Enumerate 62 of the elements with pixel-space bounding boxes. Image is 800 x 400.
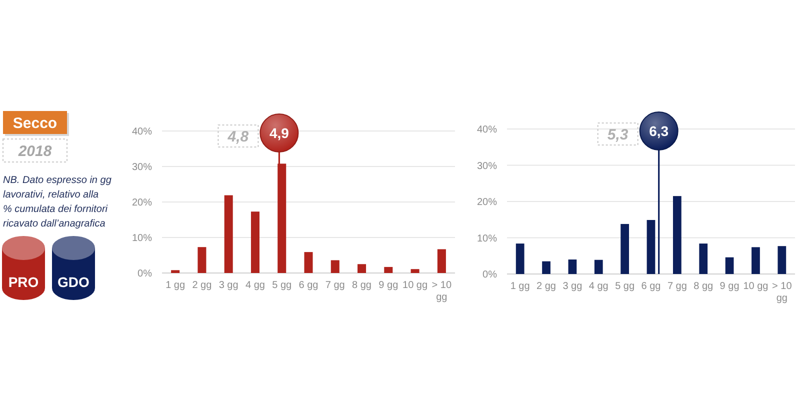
y-tick-label: 0%	[482, 270, 498, 280]
bar	[594, 260, 603, 274]
y-tick-label: 30%	[476, 160, 498, 172]
bar	[752, 247, 760, 274]
annotation: 5,3	[607, 126, 629, 144]
x-tick-label: 10 gg	[402, 280, 428, 291]
x-tick-label: 7 gg	[325, 280, 345, 291]
x-tick-label: 10 gg	[743, 281, 768, 292]
bar	[250, 212, 260, 273]
x-tick-label: 5 gg	[615, 281, 635, 292]
y-tick-label: 10%	[132, 233, 152, 244]
bar	[330, 260, 340, 273]
text: Secco	[12, 115, 58, 132]
x-tick-label: > 10 gg	[772, 281, 792, 304]
bar	[384, 266, 393, 273]
y-tick-label: 20%	[476, 197, 498, 208]
bar	[358, 264, 366, 273]
x-tick-label: 9 gg	[720, 281, 740, 292]
x-tick-label: 2 gg	[536, 281, 556, 292]
x-tick-label: 2 gg	[192, 280, 212, 291]
bar	[646, 220, 656, 274]
text: 2018	[17, 143, 52, 160]
bar	[437, 249, 446, 273]
x-tick-label: 8 gg	[694, 281, 714, 292]
x-tick-label: 4 gg	[588, 281, 608, 292]
x-tick-label: 3 gg	[562, 281, 582, 292]
x-tick-label: > 10 gg	[432, 280, 452, 303]
x-tick-label: 1 gg	[166, 280, 186, 291]
bar	[410, 269, 420, 273]
x-tick-label: 8 gg	[352, 280, 372, 291]
x-tick-label: 6 gg	[298, 280, 318, 291]
y-tick-label: 40%	[132, 126, 152, 138]
bar	[171, 270, 180, 273]
bar	[224, 195, 233, 273]
bar	[620, 224, 630, 274]
annotation: 4,8	[226, 128, 250, 146]
y-tick-label: 30%	[132, 162, 152, 173]
text: GDO	[58, 274, 90, 290]
y-tick-label: 0%	[138, 268, 152, 280]
x-tick-label: 9 gg	[378, 280, 398, 291]
x-tick-label: 4 gg	[245, 280, 265, 291]
bar	[568, 260, 577, 274]
ref-line-label: 4,9	[269, 125, 290, 142]
bar	[778, 246, 786, 274]
y-tick-label: 20%	[132, 198, 152, 208]
text: NB. Dato espresso in gg lavorativi, relativo alla % cumulata dei fornitori ricavato dall’anagrafica	[3, 175, 112, 230]
x-tick-label: 6 gg	[641, 281, 661, 292]
bar	[198, 247, 206, 273]
ref-line-label: 6,3	[649, 123, 669, 140]
bar	[699, 244, 708, 274]
bar	[725, 257, 734, 274]
bar	[672, 196, 682, 274]
y-tick-label: 40%	[476, 124, 498, 136]
bar	[516, 244, 524, 274]
x-tick-label: 1 gg	[510, 281, 530, 292]
x-tick-label: 5 gg	[272, 280, 292, 291]
x-tick-label: 7 gg	[667, 281, 687, 292]
text: PRO	[8, 274, 39, 290]
x-tick-label: 3 gg	[218, 280, 238, 291]
bar	[304, 252, 313, 273]
bar	[542, 261, 550, 274]
y-tick-label: 10%	[476, 233, 498, 244]
